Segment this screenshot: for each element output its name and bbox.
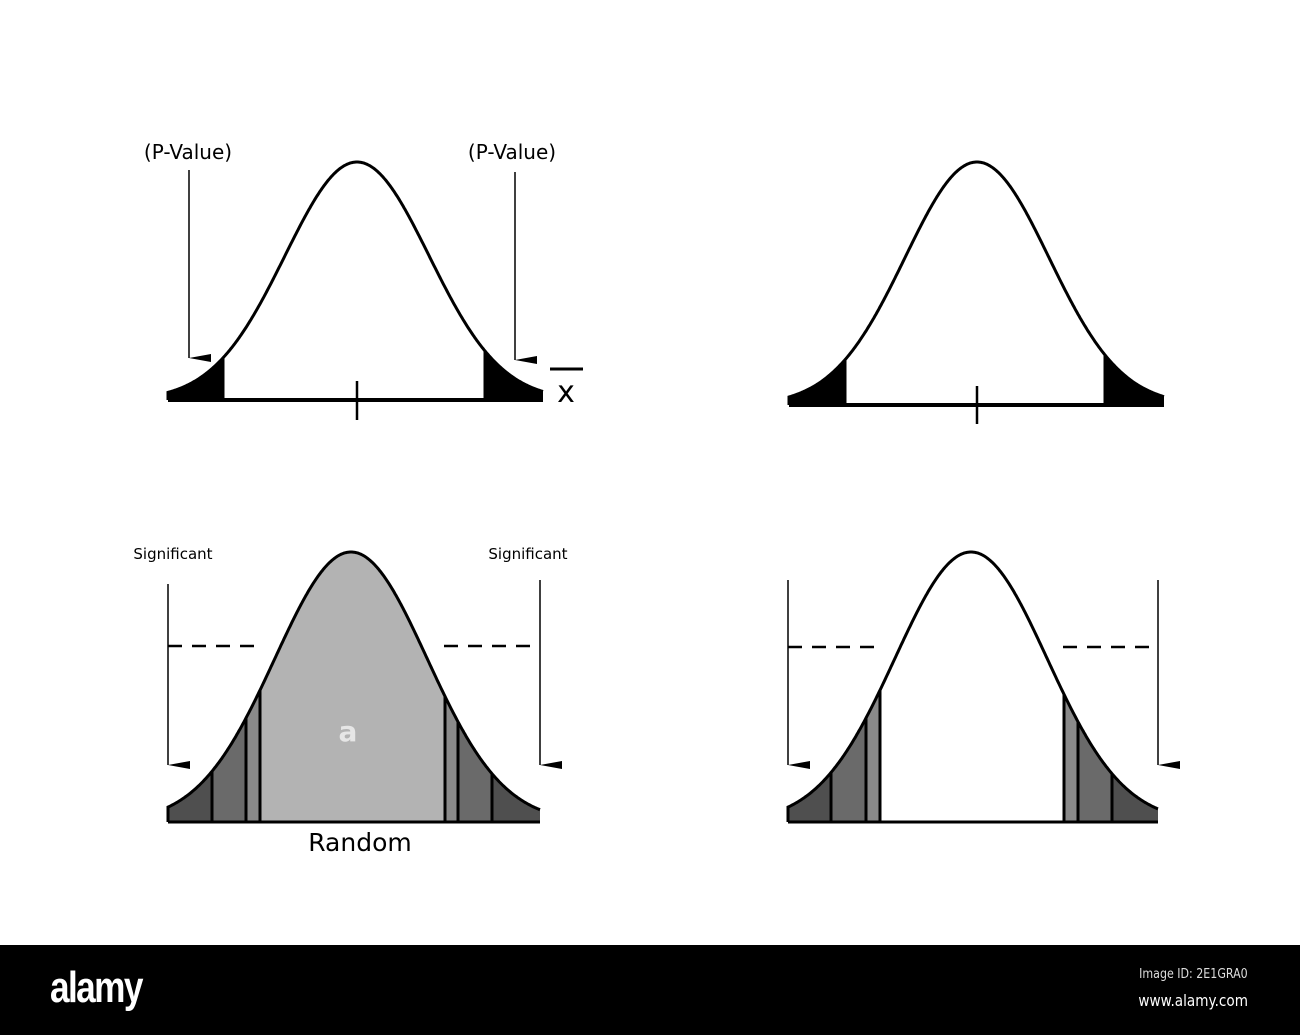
random-label: Random: [308, 828, 412, 857]
inner-left-band: [246, 690, 260, 822]
diagram-canvas: (P-Value) (P-Value) x Significant Signif…: [133, 140, 1180, 857]
inner-left-band: [866, 690, 880, 822]
top-left-pvalue-label: (P-Value): [144, 140, 232, 164]
middle-right-band: [458, 721, 492, 822]
left-tail-fill: [168, 357, 223, 400]
middle-left-band: [831, 718, 866, 822]
bell-curve-line: [786, 550, 1159, 822]
inner-right-band: [445, 696, 458, 822]
left-tail-fill: [789, 359, 845, 405]
top-right-pvalue-label: (P-Value): [468, 140, 556, 164]
inner-right-band: [1064, 694, 1078, 822]
significant-right-label: Significant: [488, 545, 567, 563]
x-bar-symbol: x: [557, 375, 575, 410]
alamy-logo: alamy: [50, 963, 143, 1012]
bell-curve-line: [166, 160, 544, 400]
outer-right-band: [1112, 773, 1158, 822]
image-id: Image ID: 2E1GRA0: [1139, 967, 1248, 982]
site-url: www.alamy.com: [1138, 991, 1248, 1010]
right-tail-fill: [1105, 355, 1164, 405]
middle-right-band: [1078, 721, 1112, 822]
bell-curve-line: [166, 550, 541, 822]
bottom-right-bell-curve: [786, 550, 1180, 824]
significant-left-label: Significant: [133, 545, 212, 563]
top-left-bell-curve: [166, 160, 544, 420]
bottom-left-bell-curve: [166, 550, 562, 824]
center-region: [260, 552, 445, 822]
right-tail-fill: [485, 351, 543, 400]
watermark-a: a: [339, 715, 358, 748]
top-right-bell-curve: [787, 160, 1165, 424]
middle-left-band: [212, 718, 246, 822]
bell-curve-line: [787, 160, 1165, 405]
footer-bar: alamy Image ID: 2E1GRA0 www.alamy.com: [0, 945, 1300, 1035]
